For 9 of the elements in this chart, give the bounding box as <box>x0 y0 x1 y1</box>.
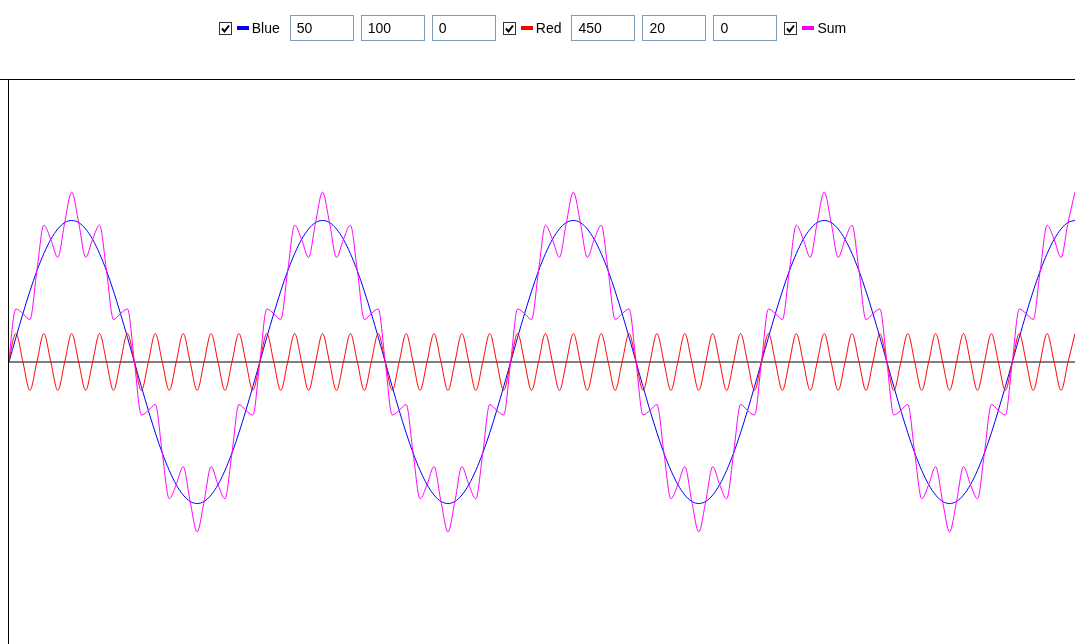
input-field: 100 <box>360 15 425 41</box>
input-field: 450 <box>571 15 636 41</box>
input-field: 0 <box>713 15 778 41</box>
input-field: 20 <box>642 15 707 41</box>
legend-label: Sum <box>817 20 847 36</box>
legend-label: Red <box>535 20 562 36</box>
input-field: 50 <box>289 15 354 41</box>
input-field: 0 <box>431 15 496 41</box>
legend-label: Blue <box>251 20 280 36</box>
